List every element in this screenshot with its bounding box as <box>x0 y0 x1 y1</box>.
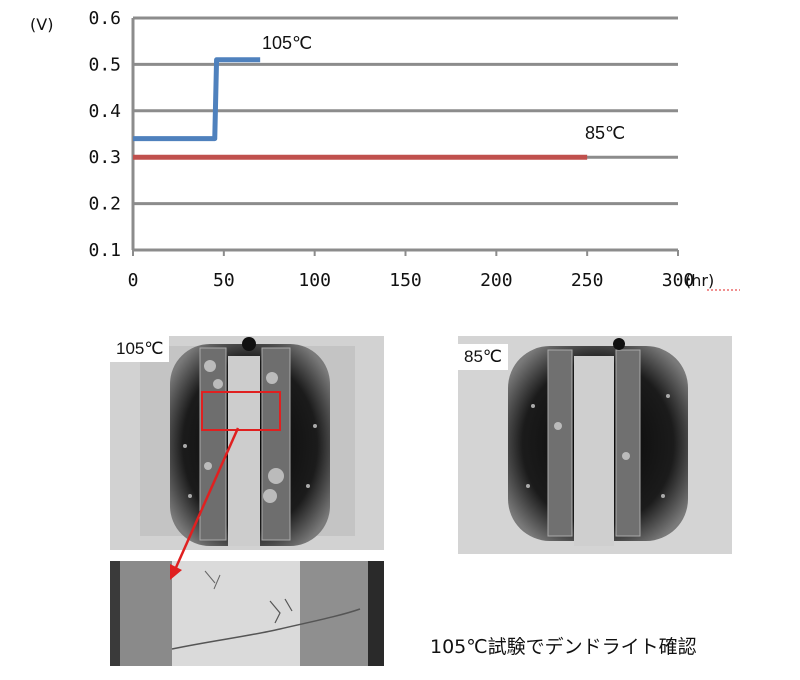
x-tick-label-5: 250 <box>571 270 604 291</box>
figure-caption: 105℃試験でデンドライト確認 <box>430 636 697 658</box>
xray-105-graphic <box>110 336 384 550</box>
y-tick-label-4: 0.5 <box>88 54 121 75</box>
x-tick-label-0: 0 <box>128 270 139 291</box>
y-tick-label-0: 0.1 <box>88 240 121 261</box>
dendrite-zoom-image <box>110 561 384 666</box>
x-tick-labels: 0 50 100 150 200 250 300 <box>128 270 695 291</box>
xray-image-105: 105℃ <box>110 336 384 550</box>
x-tick-label-6: 300 <box>662 270 695 291</box>
x-tick-label-4: 200 <box>480 270 513 291</box>
axes <box>131 18 679 256</box>
xray-label-85: 85℃ <box>458 344 509 370</box>
series-lines <box>133 57 588 160</box>
y-tick-label-1: 0.2 <box>88 194 121 215</box>
y-tick-label-3: 0.4 <box>88 101 121 122</box>
series-line-0 <box>133 57 261 142</box>
y-tick-labels: 0.1 0.2 0.3 0.4 0.5 0.6 <box>88 8 121 261</box>
series-label-105: 105℃ <box>262 33 312 53</box>
xray-label-105: 105℃ <box>110 336 170 362</box>
xray-image-85: 85℃ <box>458 336 732 554</box>
dendrite-highlight-box <box>201 391 281 431</box>
x-tick-label-1: 50 <box>213 270 235 291</box>
x-axis-unit: (hr) <box>685 271 714 290</box>
xray-85-graphic <box>458 336 732 554</box>
series-label-85: 85℃ <box>585 123 625 143</box>
y-tick-label-5: 0.6 <box>88 8 121 29</box>
y-axis-unit: (V) <box>30 15 53 34</box>
voltage-chart: 0.1 0.2 0.3 0.4 0.5 0.6 0 50 100 150 200 250 300 (V… <box>30 8 740 291</box>
x-tick-label-2: 100 <box>298 270 331 291</box>
x-tick-label-3: 150 <box>389 270 422 291</box>
y-tick-label-2: 0.3 <box>88 147 121 168</box>
dendrite-zoom-graphic <box>110 561 384 666</box>
